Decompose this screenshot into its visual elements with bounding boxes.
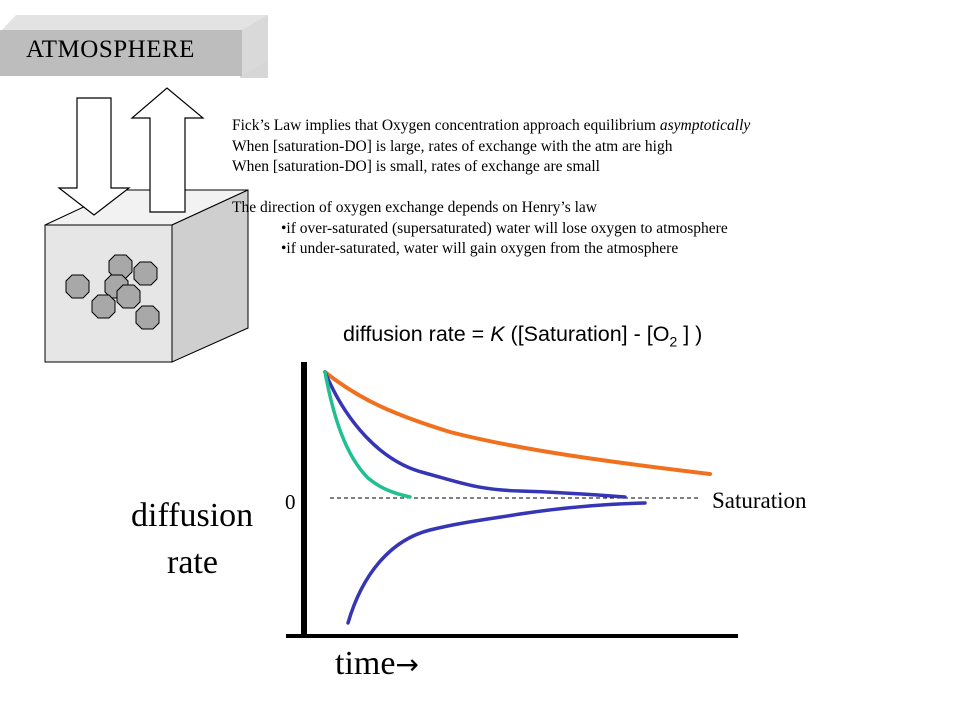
notes-block: Fick’s Law implies that Oxygen concentra…	[232, 116, 750, 260]
x-axis-label-text: time	[335, 645, 396, 682]
equation-subscript: 2	[669, 333, 678, 350]
henry-law-line: The direction of oxygen exchange depends…	[232, 199, 597, 216]
y-axis-label-line2: rate	[167, 544, 218, 581]
up-arrow	[130, 87, 205, 213]
right-arrow-icon: →	[395, 648, 419, 681]
bullet-oversaturated: •if over-saturated (supersaturated) wate…	[281, 219, 728, 237]
banner-top	[0, 15, 268, 32]
zero-label: 0	[285, 490, 296, 514]
equation-prefix: diffusion rate =	[343, 322, 491, 346]
molecule-1	[108, 254, 133, 279]
teal-curve	[323, 370, 412, 499]
atmosphere-label: ATMOSPHERE	[26, 36, 195, 63]
molecule-2	[133, 261, 158, 286]
equation-k: K	[490, 322, 505, 346]
molecule-7	[135, 305, 160, 330]
oxygen-molecules	[65, 254, 160, 330]
fick-law-emphasis: asymptotically	[659, 117, 751, 134]
fick-law-line: Fick’s Law implies that Oxygen concentra…	[232, 116, 750, 137]
equation-suffix: ] )	[677, 322, 703, 346]
molecule-5	[116, 284, 141, 309]
blue-curve-lower	[346, 501, 647, 625]
orange-curve	[323, 370, 712, 476]
y-axis-label-line1: diffusion	[131, 497, 254, 534]
diffusion-equation: diffusion rate = K ([Saturation] - [O2 ]…	[343, 322, 702, 349]
large-exchange-line: When [saturation-DO] is large, rates of …	[232, 137, 673, 155]
blue-curve-upper	[323, 370, 627, 499]
bullet-undersaturated: •if under-saturated, water will gain oxy…	[281, 240, 679, 257]
small-exchange-line: When [saturation-DO] is small, rates of …	[232, 158, 600, 175]
banner-face	[0, 30, 242, 76]
water-cube	[44, 189, 249, 363]
equation-middle: ([Saturation] - [O	[504, 322, 670, 346]
down-arrow	[57, 97, 131, 216]
atmosphere-banner	[0, 15, 268, 78]
fick-law-text: Fick’s Law implies that Oxygen concentra…	[232, 117, 660, 134]
banner-side	[242, 15, 268, 76]
molecule-3	[65, 274, 90, 299]
saturation-label: Saturation	[712, 488, 807, 513]
molecule-6	[91, 294, 116, 319]
x-axis-label: time→	[335, 645, 419, 683]
